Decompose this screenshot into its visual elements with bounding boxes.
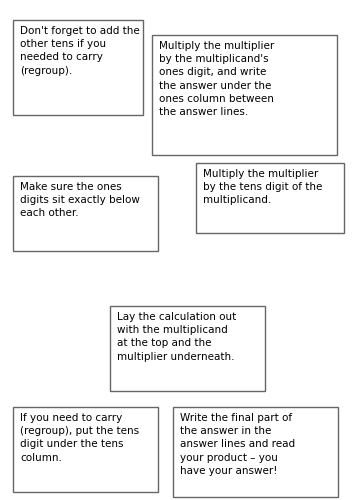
Text: Write the final part of
the answer in the
answer lines and read
your product – y: Write the final part of the answer in th…: [180, 413, 295, 476]
Text: Multiply the multiplier
by the tens digit of the
multiplicand.: Multiply the multiplier by the tens digi…: [203, 169, 322, 205]
Text: Don't forget to add the
other tens if you
needed to carry
(regroup).: Don't forget to add the other tens if yo…: [20, 26, 140, 76]
Text: Make sure the ones
digits sit exactly below
each other.: Make sure the ones digits sit exactly be…: [20, 182, 140, 218]
Text: Multiply the multiplier
by the multiplicand's
ones digit, and write
the answer u: Multiply the multiplier by the multiplic…: [159, 41, 274, 117]
Bar: [13, 176, 158, 251]
Text: If you need to carry
(regroup), put the tens
digit under the tens
column.: If you need to carry (regroup), put the …: [20, 413, 139, 463]
Bar: [110, 306, 265, 391]
Text: Lay the calculation out
with the multiplicand
at the top and the
multiplier unde: Lay the calculation out with the multipl…: [117, 312, 236, 362]
Bar: [173, 407, 338, 497]
Bar: [196, 163, 344, 233]
Bar: [13, 407, 158, 492]
Bar: [152, 35, 337, 155]
Bar: [13, 20, 143, 115]
